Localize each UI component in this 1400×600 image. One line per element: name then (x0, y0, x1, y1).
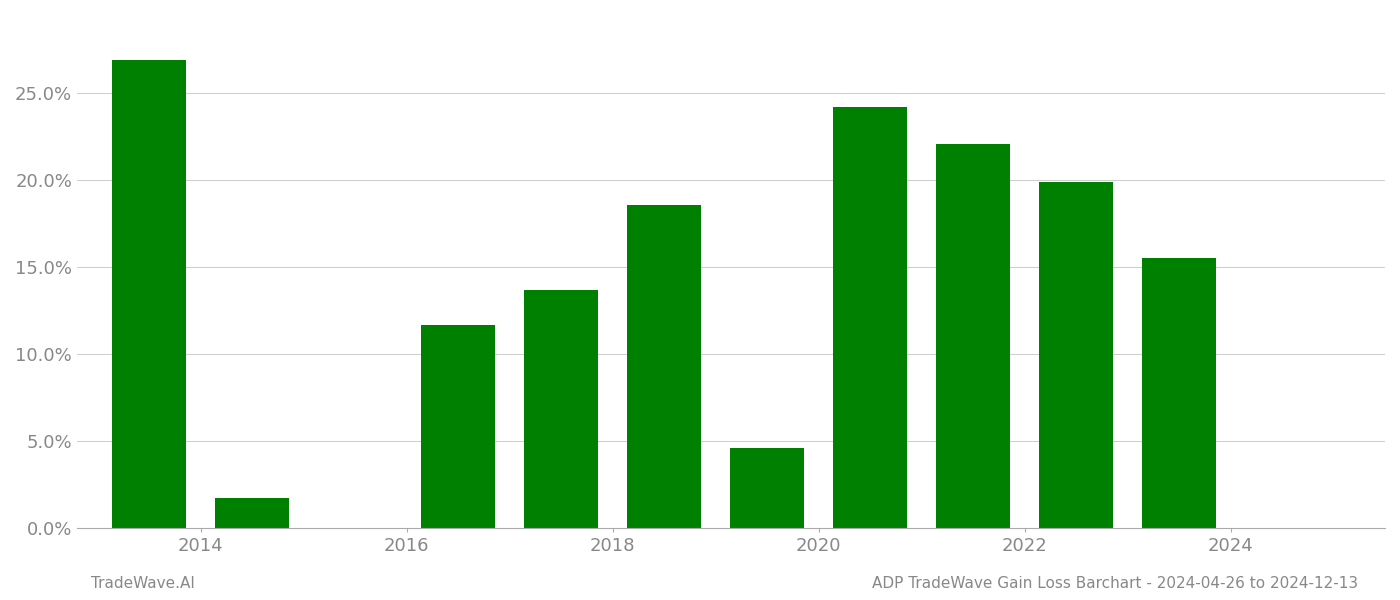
Bar (112, 60, 186, 528)
Bar (524, 290, 598, 528)
Bar (729, 448, 804, 528)
Text: TradeWave.AI: TradeWave.AI (91, 576, 195, 591)
Bar (216, 499, 290, 528)
Text: ADP TradeWave Gain Loss Barchart - 2024-04-26 to 2024-12-13: ADP TradeWave Gain Loss Barchart - 2024-… (872, 576, 1358, 591)
Bar (627, 205, 701, 528)
Bar (421, 325, 496, 528)
Bar (833, 107, 907, 528)
Bar (1039, 182, 1113, 528)
Bar (937, 143, 1011, 528)
Bar (1142, 259, 1217, 528)
